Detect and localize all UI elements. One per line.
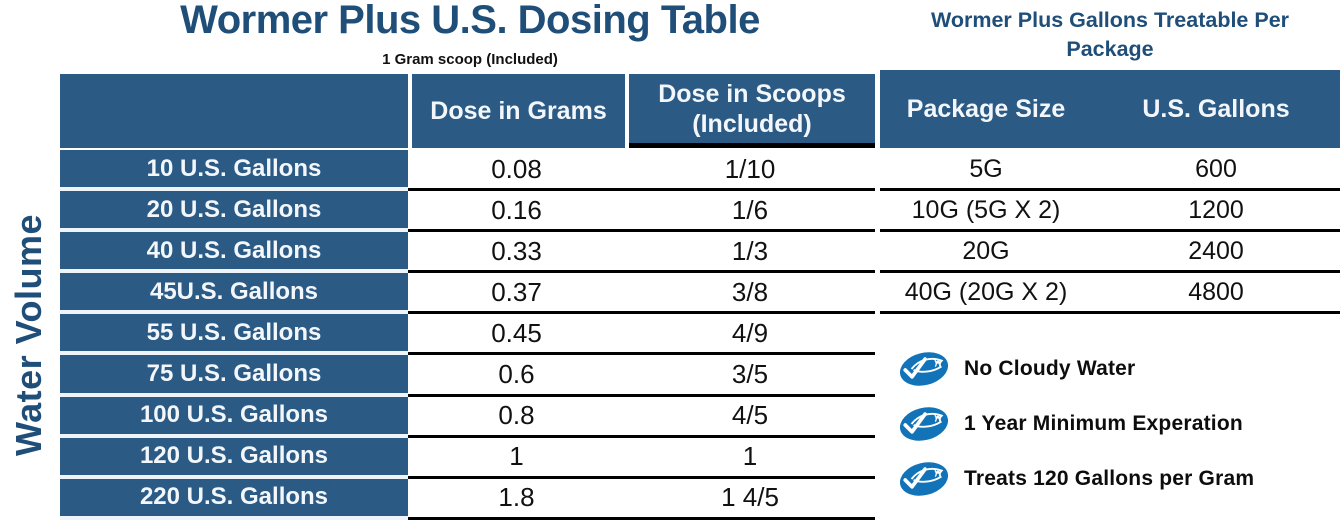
volume-header-cell bbox=[60, 74, 408, 148]
package-row: 40G (20G X 2) 4800 bbox=[880, 273, 1340, 315]
dosing-row: 100 U.S. Gallons 0.8 4/5 bbox=[60, 396, 875, 438]
water-volume-label: Water Volume bbox=[8, 213, 49, 457]
fish-check-icon bbox=[899, 352, 949, 386]
scoops-cell: 1 bbox=[625, 437, 875, 479]
package-row: 10G (5G X 2) 1200 bbox=[880, 191, 1340, 233]
us-gallons-cell: 4800 bbox=[1092, 273, 1340, 315]
package-size-cell: 40G (20G X 2) bbox=[880, 273, 1092, 315]
package-size-cell: 5G bbox=[880, 150, 1092, 192]
volume-cell: 10 U.S. Gallons bbox=[60, 150, 408, 192]
dosing-table: 10 U.S. Gallons 0.08 1/10 20 U.S. Gallon… bbox=[60, 150, 875, 520]
feature-label: 1 Year Minimum Experation bbox=[964, 412, 1243, 435]
grams-header-cell: Dose in Grams bbox=[412, 74, 625, 148]
grams-cell: 0.33 bbox=[408, 232, 625, 274]
grams-cell: 0.16 bbox=[408, 191, 625, 233]
dosing-header-row: Dose in Grams Dose in Scoops (Included) bbox=[60, 74, 875, 148]
volume-cell: 40 U.S. Gallons bbox=[60, 232, 408, 274]
volume-cell: 75 U.S. Gallons bbox=[60, 355, 408, 397]
package-table: 5G 600 10G (5G X 2) 1200 20G 2400 40G (2… bbox=[880, 150, 1340, 315]
feature-item: Treats 120 Gallons per Gram bbox=[898, 458, 1254, 500]
feature-list: No Cloudy Water 1 Year Minimum Experatio… bbox=[898, 348, 1254, 513]
volume-cell: 100 U.S. Gallons bbox=[60, 396, 408, 438]
scoops-cell: 1/10 bbox=[625, 150, 875, 192]
scoops-cell: 1/3 bbox=[625, 232, 875, 274]
scoop-note: 1 Gram scoop (Included) bbox=[382, 51, 558, 68]
us-gallons-cell: 1200 bbox=[1092, 191, 1340, 233]
feature-label: No Cloudy Water bbox=[964, 357, 1136, 380]
page-title: Wormer Plus U.S. Dosing Table bbox=[180, 0, 760, 42]
package-row: 5G 600 bbox=[880, 150, 1340, 192]
grams-cell: 0.45 bbox=[408, 314, 625, 356]
dosing-row: 40 U.S. Gallons 0.33 1/3 bbox=[60, 232, 875, 274]
package-header-row: Package Size U.S. Gallons bbox=[880, 70, 1340, 148]
grams-cell: 0.8 bbox=[408, 396, 625, 438]
scoops-header-cell: Dose in Scoops (Included) bbox=[629, 74, 875, 148]
grams-cell: 0.08 bbox=[408, 150, 625, 192]
dosing-row: 10 U.S. Gallons 0.08 1/10 bbox=[60, 150, 875, 192]
grams-cell: 1 bbox=[408, 437, 625, 479]
volume-cell: 120 U.S. Gallons bbox=[60, 437, 408, 479]
grams-cell: 0.6 bbox=[408, 355, 625, 397]
us-gallons-cell: 2400 bbox=[1092, 232, 1340, 274]
scoops-cell: 4/5 bbox=[625, 396, 875, 438]
dosing-row: 75 U.S. Gallons 0.6 3/5 bbox=[60, 355, 875, 397]
scoops-cell: 3/5 bbox=[625, 355, 875, 397]
dosing-row: 220 U.S. Gallons 1.8 1 4/5 bbox=[60, 478, 875, 520]
scoops-cell: 1/6 bbox=[625, 191, 875, 233]
package-table-title-line1: Wormer Plus Gallons Treatable Per bbox=[930, 8, 1290, 32]
scoops-cell: 3/8 bbox=[625, 273, 875, 315]
feature-label: Treats 120 Gallons per Gram bbox=[964, 467, 1255, 490]
volume-cell: 55 U.S. Gallons bbox=[60, 314, 408, 356]
dosing-row: 55 U.S. Gallons 0.45 4/9 bbox=[60, 314, 875, 356]
grams-cell: 1.8 bbox=[408, 478, 625, 520]
dosing-row: 45U.S. Gallons 0.37 3/8 bbox=[60, 273, 875, 315]
scoops-cell: 4/9 bbox=[625, 314, 875, 356]
grams-cell: 0.37 bbox=[408, 273, 625, 315]
feature-item: 1 Year Minimum Experation bbox=[898, 403, 1254, 445]
package-table-title: Wormer Plus Gallons Treatable Per Packag… bbox=[890, 6, 1330, 64]
volume-cell: 220 U.S. Gallons bbox=[60, 478, 408, 520]
volume-cell: 20 U.S. Gallons bbox=[60, 191, 408, 233]
package-size-cell: 10G (5G X 2) bbox=[880, 191, 1092, 233]
us-gallons-cell: 600 bbox=[1092, 150, 1340, 192]
feature-item: No Cloudy Water bbox=[898, 348, 1254, 390]
us-gallons-header-cell: U.S. Gallons bbox=[1142, 94, 1290, 123]
volume-cell: 45U.S. Gallons bbox=[60, 273, 408, 315]
dosing-row: 20 U.S. Gallons 0.16 1/6 bbox=[60, 191, 875, 233]
package-table-title-line2: Package bbox=[1066, 37, 1154, 61]
dosing-row: 120 U.S. Gallons 1 1 bbox=[60, 437, 875, 479]
package-row: 20G 2400 bbox=[880, 232, 1340, 274]
package-size-cell: 20G bbox=[880, 232, 1092, 274]
scoops-cell: 1 4/5 bbox=[625, 478, 875, 520]
fish-check-icon bbox=[899, 462, 949, 496]
fish-check-icon bbox=[899, 407, 949, 441]
package-size-header-cell: Package Size bbox=[906, 94, 1066, 123]
